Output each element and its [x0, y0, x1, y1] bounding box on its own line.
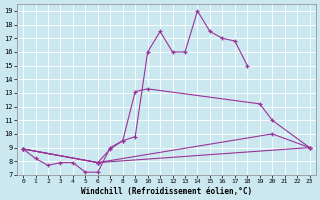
- X-axis label: Windchill (Refroidissement éolien,°C): Windchill (Refroidissement éolien,°C): [81, 187, 252, 196]
